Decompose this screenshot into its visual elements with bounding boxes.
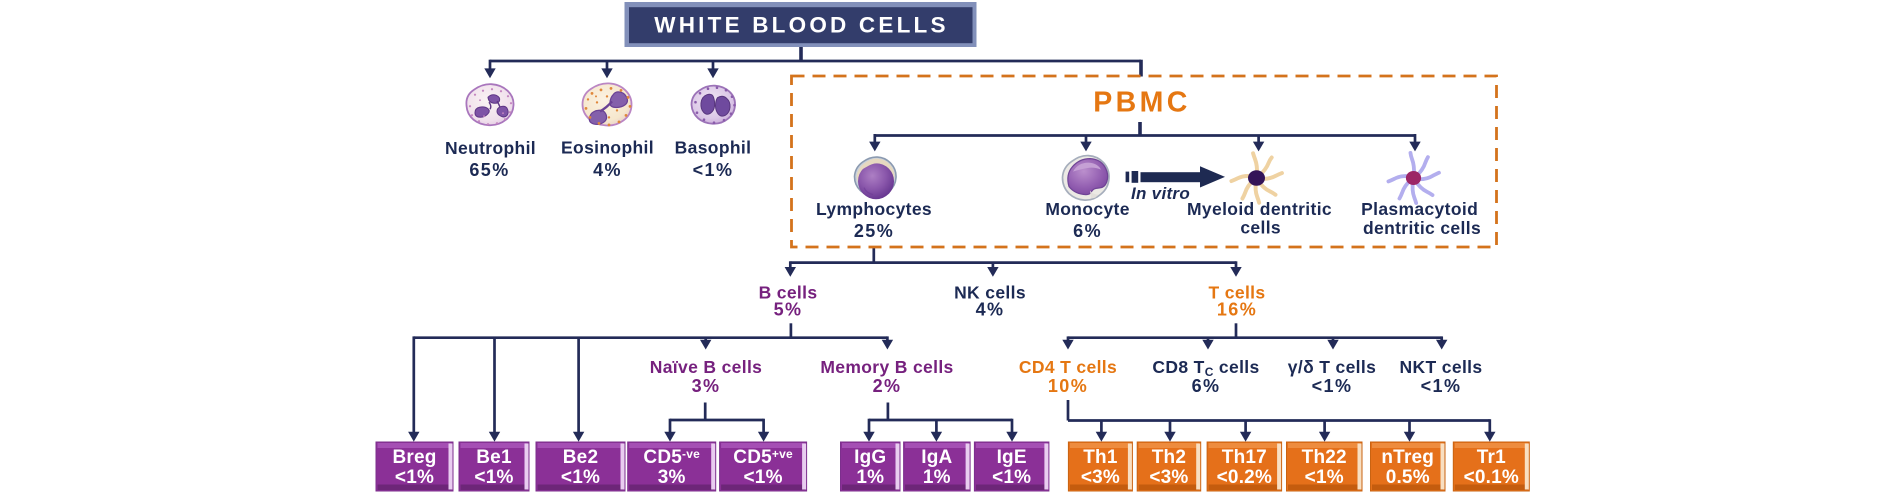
svg-text:<1%: <1% xyxy=(992,467,1031,488)
svg-text:Lymphocytes: Lymphocytes xyxy=(816,199,932,219)
svg-text:Be2: Be2 xyxy=(563,447,598,468)
svg-text:Naïve B cells: Naïve B cells xyxy=(650,357,763,377)
svg-text:65%: 65% xyxy=(469,160,509,180)
svg-text:<0.1%: <0.1% xyxy=(1464,467,1519,488)
svg-text:2%: 2% xyxy=(873,376,902,396)
svg-text:<1%: <1% xyxy=(1305,467,1344,488)
svg-text:dentritic cells: dentritic cells xyxy=(1363,218,1481,238)
svg-text:Basophil: Basophil xyxy=(675,138,752,158)
svg-text:γ/δ T cells: γ/δ T cells xyxy=(1288,357,1376,377)
svg-text:Breg: Breg xyxy=(392,447,436,468)
svg-text:3%: 3% xyxy=(658,467,686,488)
svg-text:<1%: <1% xyxy=(693,160,734,180)
svg-text:<3%: <3% xyxy=(1149,467,1188,488)
svg-text:Eosinophil: Eosinophil xyxy=(561,138,654,158)
svg-text:cells: cells xyxy=(1240,218,1281,238)
svg-text:In vitro: In vitro xyxy=(1131,184,1190,203)
svg-text:16%: 16% xyxy=(1217,299,1257,319)
svg-text:Monocyte: Monocyte xyxy=(1045,199,1129,219)
svg-text:<1%: <1% xyxy=(744,467,783,488)
svg-text:NKT cells: NKT cells xyxy=(1400,357,1483,377)
svg-text:3%: 3% xyxy=(692,376,721,396)
svg-text:4%: 4% xyxy=(593,160,622,180)
svg-text:PBMC: PBMC xyxy=(1093,87,1191,119)
svg-text:T cells: T cells xyxy=(1209,283,1266,303)
svg-text:Tr1: Tr1 xyxy=(1477,447,1506,468)
svg-text:Th17: Th17 xyxy=(1222,447,1267,468)
svg-text:6%: 6% xyxy=(1192,376,1221,396)
svg-text:Th1: Th1 xyxy=(1083,447,1118,468)
svg-text:<1%: <1% xyxy=(1421,376,1462,396)
svg-text:<1%: <1% xyxy=(474,467,513,488)
svg-text:0.5%: 0.5% xyxy=(1386,467,1430,488)
svg-text:CD8 TC cells: CD8 TC cells xyxy=(1152,357,1259,379)
svg-text:<1%: <1% xyxy=(561,467,600,488)
svg-text:Myeloid dentritic: Myeloid dentritic xyxy=(1187,199,1332,219)
svg-text:IgE: IgE xyxy=(997,447,1027,468)
svg-text:Th2: Th2 xyxy=(1152,447,1186,468)
svg-text:10%: 10% xyxy=(1048,376,1088,396)
svg-text:<1%: <1% xyxy=(395,467,434,488)
svg-text:nTreg: nTreg xyxy=(1381,447,1434,468)
svg-text:IgA: IgA xyxy=(921,447,952,468)
svg-text:Neutrophil: Neutrophil xyxy=(445,138,536,158)
svg-text:<0.2%: <0.2% xyxy=(1217,467,1272,488)
svg-text:CD4 T cells: CD4 T cells xyxy=(1019,357,1117,377)
svg-text:WHITE BLOOD CELLS: WHITE BLOOD CELLS xyxy=(654,13,948,38)
svg-text:Be1: Be1 xyxy=(476,447,512,468)
svg-text:Memory B cells: Memory B cells xyxy=(820,357,953,377)
svg-text:4%: 4% xyxy=(976,299,1005,319)
svg-text:B cells: B cells xyxy=(759,283,818,303)
svg-text:IgG: IgG xyxy=(854,447,886,468)
svg-text:1%: 1% xyxy=(923,467,951,488)
svg-text:NK cells: NK cells xyxy=(954,283,1026,303)
svg-text:Th22: Th22 xyxy=(1302,447,1347,468)
svg-text:6%: 6% xyxy=(1073,221,1102,241)
svg-text:<3%: <3% xyxy=(1081,467,1120,488)
svg-text:Plasmacytoid: Plasmacytoid xyxy=(1361,199,1478,219)
svg-text:5%: 5% xyxy=(774,299,803,319)
svg-text:25%: 25% xyxy=(854,221,894,241)
svg-text:1%: 1% xyxy=(856,467,884,488)
svg-text:<1%: <1% xyxy=(1312,376,1353,396)
